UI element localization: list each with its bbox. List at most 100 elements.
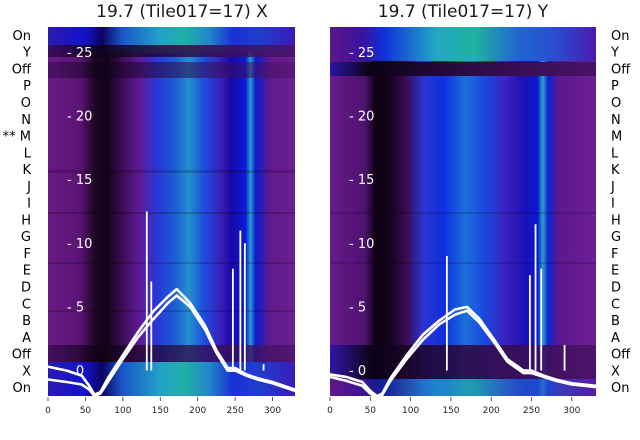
row-label-p: P xyxy=(23,79,31,94)
row-label-on: On xyxy=(13,29,31,44)
x-tick-label: 50 xyxy=(365,406,377,416)
overlay-line xyxy=(48,294,295,396)
row-label-l: L xyxy=(24,146,32,161)
heatmap-row-off-bottom xyxy=(48,345,295,362)
row-label-g: G xyxy=(611,230,621,245)
row-label-n: N xyxy=(21,113,31,128)
heatmap-body xyxy=(330,27,596,396)
row-label-o: O xyxy=(611,96,621,111)
overlay-y-tick-label: - 25 xyxy=(349,46,374,61)
row-label-h: H xyxy=(21,213,31,228)
overlay-y-tick-label: - 5 xyxy=(67,300,84,315)
heatmap-row-off-top xyxy=(330,62,596,76)
x-tick-label: 300 xyxy=(563,406,580,416)
row-label-k: K xyxy=(22,163,31,178)
overlay-y-tick-label: - 15 xyxy=(67,173,92,188)
x-tick-label: 50 xyxy=(80,406,92,416)
overlay-y-tick-label: - 10 xyxy=(67,237,92,252)
x-tick-label: 250 xyxy=(227,406,244,416)
row-seam xyxy=(330,212,596,214)
row-label-off: Off xyxy=(12,62,32,77)
x-tick-label: 250 xyxy=(523,406,540,416)
x-tick-label: 150 xyxy=(152,406,169,416)
heatmap-body xyxy=(48,27,295,396)
x-tick-label: 0 xyxy=(327,406,333,416)
x-tick-label: 300 xyxy=(264,406,281,416)
row-label-m: ** M xyxy=(3,130,31,145)
row-seam xyxy=(48,212,295,214)
row-label-j: J xyxy=(26,180,31,195)
row-seam xyxy=(330,262,596,264)
x-tick-label: 200 xyxy=(483,406,500,416)
overlay xyxy=(48,211,295,396)
overlay-y-ticks: - 0 - 5 - 10 - 15 - 20 - 25 xyxy=(349,46,374,379)
overlay-y-tick-label: - 0 xyxy=(67,364,84,379)
row-label-on: On xyxy=(13,381,31,396)
row-label-a: A xyxy=(22,331,31,346)
x-tick-label: 100 xyxy=(114,406,131,416)
panel-title: 19.7 (Tile017=17) Y xyxy=(378,2,549,22)
heatmap-row-off-bottom xyxy=(330,345,596,379)
row-label-a: A xyxy=(611,331,620,346)
row-label-p: P xyxy=(611,79,619,94)
row-label-b: B xyxy=(22,314,31,329)
panel-y: 19.7 (Tile017=17) Y OnYOffPONMLKJIHGFEDC… xyxy=(327,2,631,416)
overlay-y-tick-label: - 15 xyxy=(349,173,374,188)
row-label-h: H xyxy=(611,213,621,228)
overlay-line xyxy=(48,287,295,396)
heatmap xyxy=(48,27,295,396)
overlay-y-tick-label: - 20 xyxy=(349,110,374,125)
x-ticks: 0 50 100 150 200 250 300 xyxy=(327,397,581,416)
row-seam xyxy=(48,310,295,312)
row-label-e: E xyxy=(23,264,31,279)
row-label-f: F xyxy=(611,247,618,262)
row-label-x: X xyxy=(22,364,31,379)
row-label-i: I xyxy=(611,197,615,212)
x-tick-label: 150 xyxy=(442,406,459,416)
heatmap-row-off-top xyxy=(48,62,295,78)
heatmap-row-on-top xyxy=(330,27,596,61)
row-label-o: O xyxy=(21,96,31,111)
row-label-b: B xyxy=(611,314,620,329)
row-label-d: D xyxy=(21,280,31,295)
x-tick-label: 0 xyxy=(45,406,51,416)
overlay-y-tick-label: - 20 xyxy=(67,110,92,125)
overlay-line xyxy=(330,305,596,396)
overlay-y-tick-label: - 10 xyxy=(349,237,374,252)
row-label-on: On xyxy=(611,29,629,44)
row-label-off: Off xyxy=(611,62,631,77)
row-seam xyxy=(48,262,295,264)
row-label-y: Y xyxy=(22,46,31,61)
row-label-f: F xyxy=(24,247,31,262)
row-label-x: X xyxy=(611,364,620,379)
heatmap xyxy=(330,27,596,396)
overlay-y-tick-label: - 25 xyxy=(67,46,92,61)
row-seam xyxy=(48,170,295,173)
row-label-d: D xyxy=(611,280,621,295)
row-label-k: K xyxy=(611,163,620,178)
row-label-m: M xyxy=(611,130,622,145)
overlay-line xyxy=(330,309,596,396)
row-label-c: C xyxy=(611,297,620,312)
row-label-l: L xyxy=(611,146,619,161)
heatmap-row-on-bottom xyxy=(330,379,596,396)
x-ticks: 0 50 100 150 200 250 300 xyxy=(45,397,281,416)
row-label-n: N xyxy=(611,113,621,128)
heatmap-row-y xyxy=(48,45,295,57)
row-label-e: E xyxy=(611,264,619,279)
row-label-c: C xyxy=(22,297,31,312)
row-label-g: G xyxy=(21,230,31,245)
row-label-off: Off xyxy=(611,348,631,363)
overlay-y-ticks: - 0 - 5 - 10 - 15 - 20 - 25 xyxy=(67,46,92,379)
panel-title: 19.7 (Tile017=17) X xyxy=(96,2,268,22)
overlay-y-tick-label: - 5 xyxy=(349,300,366,315)
x-tick-label: 100 xyxy=(402,406,419,416)
row-label-on: On xyxy=(611,381,629,396)
x-tick-label: 200 xyxy=(189,406,206,416)
row-label-off: Off xyxy=(12,348,32,363)
row-label-i: I xyxy=(27,197,31,212)
